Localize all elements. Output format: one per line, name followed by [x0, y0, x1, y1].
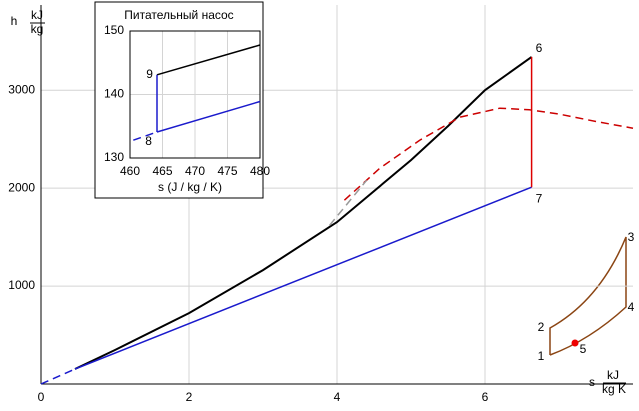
x-tick-label: 480 [250, 164, 270, 178]
x-axis-label: s [589, 375, 595, 389]
series-line [329, 179, 368, 226]
cycle-outline [549, 236, 627, 356]
cycle-point [571, 339, 579, 347]
x-tick-label: 460 [120, 164, 140, 178]
y-unit: kJ [31, 8, 43, 22]
y-tick-label: 150 [104, 23, 124, 37]
y-tick-label: 2000 [8, 180, 35, 194]
chart-title: Питательный насос [124, 8, 233, 22]
cycle-label: 4 [628, 300, 635, 314]
x-tick-label: 465 [152, 164, 172, 178]
y-tick-label: 140 [104, 87, 124, 101]
point-label: 8 [145, 134, 152, 148]
series-line [156, 44, 261, 76]
y-tick-label: 1000 [8, 278, 35, 292]
x-unit: kJ [607, 368, 619, 382]
y-tick-label: 130 [104, 150, 124, 164]
plot: 460 465 470 475 480 130 140 150 8 9 Питательный на… [94, 1, 270, 199]
series-line [343, 107, 634, 201]
x-tick-label: 6 [482, 390, 489, 404]
series-line [74, 56, 533, 370]
x-tick-label: 470 [185, 164, 205, 178]
cycle-label: 1 [538, 349, 545, 363]
cycle-label: 3 [628, 230, 635, 244]
y-axis-label: h [11, 14, 18, 28]
inset-frame [94, 1, 264, 199]
point-label: 7 [536, 191, 543, 205]
x-tick-label: 2 [186, 390, 193, 404]
x-tick-label: 4 [334, 390, 341, 404]
series-line [40, 368, 76, 385]
cycle-label: 2 [538, 320, 545, 334]
cycle-icon [549, 236, 627, 356]
series-line [156, 100, 261, 133]
y-unit: kg [31, 22, 44, 36]
x-tick-label: 475 [217, 164, 237, 178]
x-tick-label: 0 [38, 390, 45, 404]
series-line [74, 186, 532, 370]
y-tick-label: 3000 [8, 82, 35, 96]
series-line [133, 131, 158, 141]
point-label: 9 [146, 67, 153, 81]
plot-frame [129, 30, 261, 159]
x-unit: kg K [602, 382, 626, 396]
point-label: 6 [536, 41, 543, 55]
cycle-label: 5 [580, 342, 587, 356]
x-axis-label: s (J / kg / K) [158, 180, 222, 194]
